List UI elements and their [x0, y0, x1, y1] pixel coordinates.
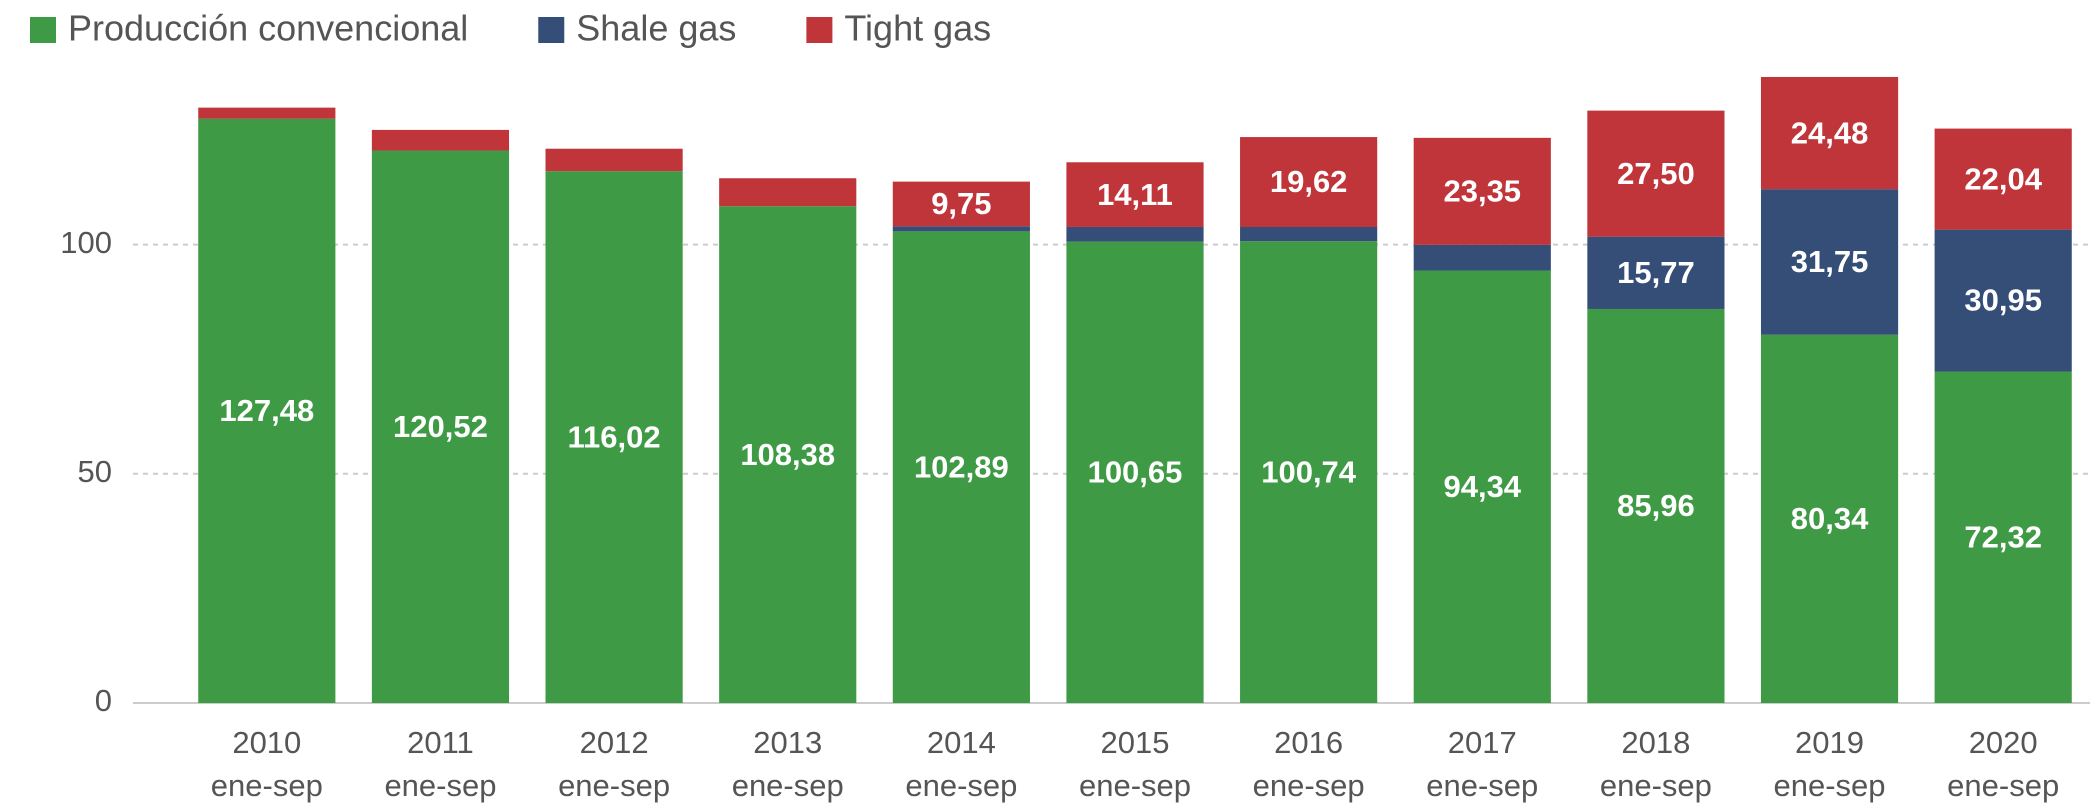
- data-label: 9,75: [931, 186, 991, 221]
- x-tick-line: 2011: [407, 725, 474, 760]
- x-tick-line: 2010: [232, 725, 301, 760]
- bar-segment: [545, 148, 683, 172]
- bar-segment: [1413, 270, 1551, 703]
- data-label: 127,48: [219, 393, 314, 428]
- legend-swatch: [806, 17, 833, 43]
- data-label: 72,32: [1964, 519, 2042, 554]
- x-tick-line: ene-sep: [1079, 768, 1191, 803]
- legend-swatch: [30, 17, 56, 43]
- bar-segment: [1760, 334, 1899, 703]
- bar-segment: [198, 118, 336, 704]
- x-tick-label: 2017 ene-sep: [1426, 725, 1538, 803]
- y-tick-label: 50: [78, 454, 112, 489]
- legend-swatch: [538, 17, 565, 43]
- x-tick-label: 2019 ene-sep: [1774, 725, 1886, 803]
- x-tick-line: 2018: [1621, 725, 1690, 760]
- bar-segment: [1240, 137, 1378, 228]
- bar-segment: [1934, 128, 2072, 230]
- x-tick-line: ene-sep: [1253, 768, 1365, 803]
- x-tick-label: 2010 ene-sep: [211, 725, 323, 803]
- bar-segment: [1934, 371, 2072, 703]
- x-tick-label: 2015 ene-sep: [1079, 725, 1191, 803]
- bar-segment: [1066, 241, 1204, 703]
- x-tick-line: ene-sep: [1600, 768, 1712, 803]
- bar-segment: [1066, 226, 1204, 242]
- x-tick-label: 2013 ene-sep: [732, 725, 844, 803]
- bar-segment: [371, 129, 510, 151]
- x-tick-line: 2016: [1274, 725, 1343, 760]
- bar-segment: [1413, 244, 1551, 271]
- data-label: 80,34: [1791, 501, 1869, 536]
- x-tick-label: 2011 ene-sep: [384, 725, 496, 803]
- y-tick-label: 100: [60, 225, 112, 260]
- x-tick-label: 2012 ene-sep: [558, 725, 670, 803]
- data-label: 30,95: [1964, 283, 2042, 318]
- x-tick-label: 2016 ene-sep: [1253, 725, 1365, 803]
- data-label: 94,34: [1443, 469, 1521, 504]
- legend-label: Tight gas: [844, 8, 991, 49]
- data-label: 24,48: [1791, 115, 1869, 150]
- data-label: 100,74: [1261, 454, 1357, 489]
- bar-segment: [1760, 189, 1899, 335]
- data-label: 120,52: [393, 409, 488, 444]
- data-label: 31,75: [1791, 244, 1869, 279]
- x-tick-line: ene-sep: [384, 768, 496, 803]
- x-tick-label: 2020 ene-sep: [1947, 725, 2059, 803]
- bar-segment: [545, 171, 683, 704]
- x-tick-line: 2019: [1795, 725, 1864, 760]
- x-tick-line: 2020: [1969, 725, 2038, 760]
- x-tick-line: ene-sep: [1774, 768, 1886, 803]
- bar-segment: [719, 206, 857, 703]
- data-label: 100,65: [1088, 455, 1183, 490]
- data-label: 22,04: [1964, 161, 2042, 196]
- x-tick-line: 2017: [1448, 725, 1517, 760]
- bar-segment: [719, 178, 857, 207]
- bar-segment: [1587, 110, 1725, 237]
- data-label: 23,35: [1443, 174, 1521, 209]
- data-label: 19,62: [1270, 164, 1348, 199]
- bar-segment: [198, 107, 336, 119]
- x-tick-line: ene-sep: [558, 768, 670, 803]
- legend-label: Producción convencional: [68, 8, 468, 49]
- y-tick-label: 0: [95, 683, 112, 718]
- x-tick-label: 2018 ene-sep: [1600, 725, 1712, 803]
- data-label: 27,50: [1617, 156, 1695, 191]
- x-tick-line: ene-sep: [1947, 768, 2059, 803]
- x-tick-line: 2015: [1101, 725, 1170, 760]
- bar-segment: [371, 150, 510, 704]
- bar-segment: [892, 231, 1030, 703]
- bar-segment: [1587, 308, 1725, 703]
- data-label: 15,77: [1617, 255, 1695, 290]
- x-tick-line: ene-sep: [905, 768, 1017, 803]
- data-label: 108,38: [740, 437, 835, 472]
- x-tick-line: 2012: [580, 725, 649, 760]
- legend-label: Shale gas: [576, 8, 736, 49]
- bar-segment: [892, 181, 1030, 227]
- data-label: 102,89: [914, 449, 1009, 484]
- data-label: 116,02: [568, 419, 661, 454]
- x-tick-line: 2014: [927, 725, 996, 760]
- x-tick-line: ene-sep: [732, 768, 844, 803]
- bar-segment: [1066, 162, 1204, 227]
- data-label: 14,11: [1097, 177, 1173, 212]
- bar-segment: [1587, 236, 1725, 309]
- x-tick-line: ene-sep: [211, 768, 323, 803]
- bar-segment: [1934, 229, 2072, 372]
- bar-segment: [1240, 241, 1378, 703]
- bar-segment: [892, 226, 1030, 232]
- bar-segment: [1760, 76, 1899, 190]
- x-tick-line: ene-sep: [1426, 768, 1538, 803]
- data-label: 85,96: [1617, 488, 1695, 523]
- bar-segment: [1240, 227, 1378, 242]
- x-tick-label: 2014 ene-sep: [905, 725, 1017, 803]
- x-tick-line: 2013: [753, 725, 822, 760]
- bar-segment: [1413, 137, 1551, 245]
